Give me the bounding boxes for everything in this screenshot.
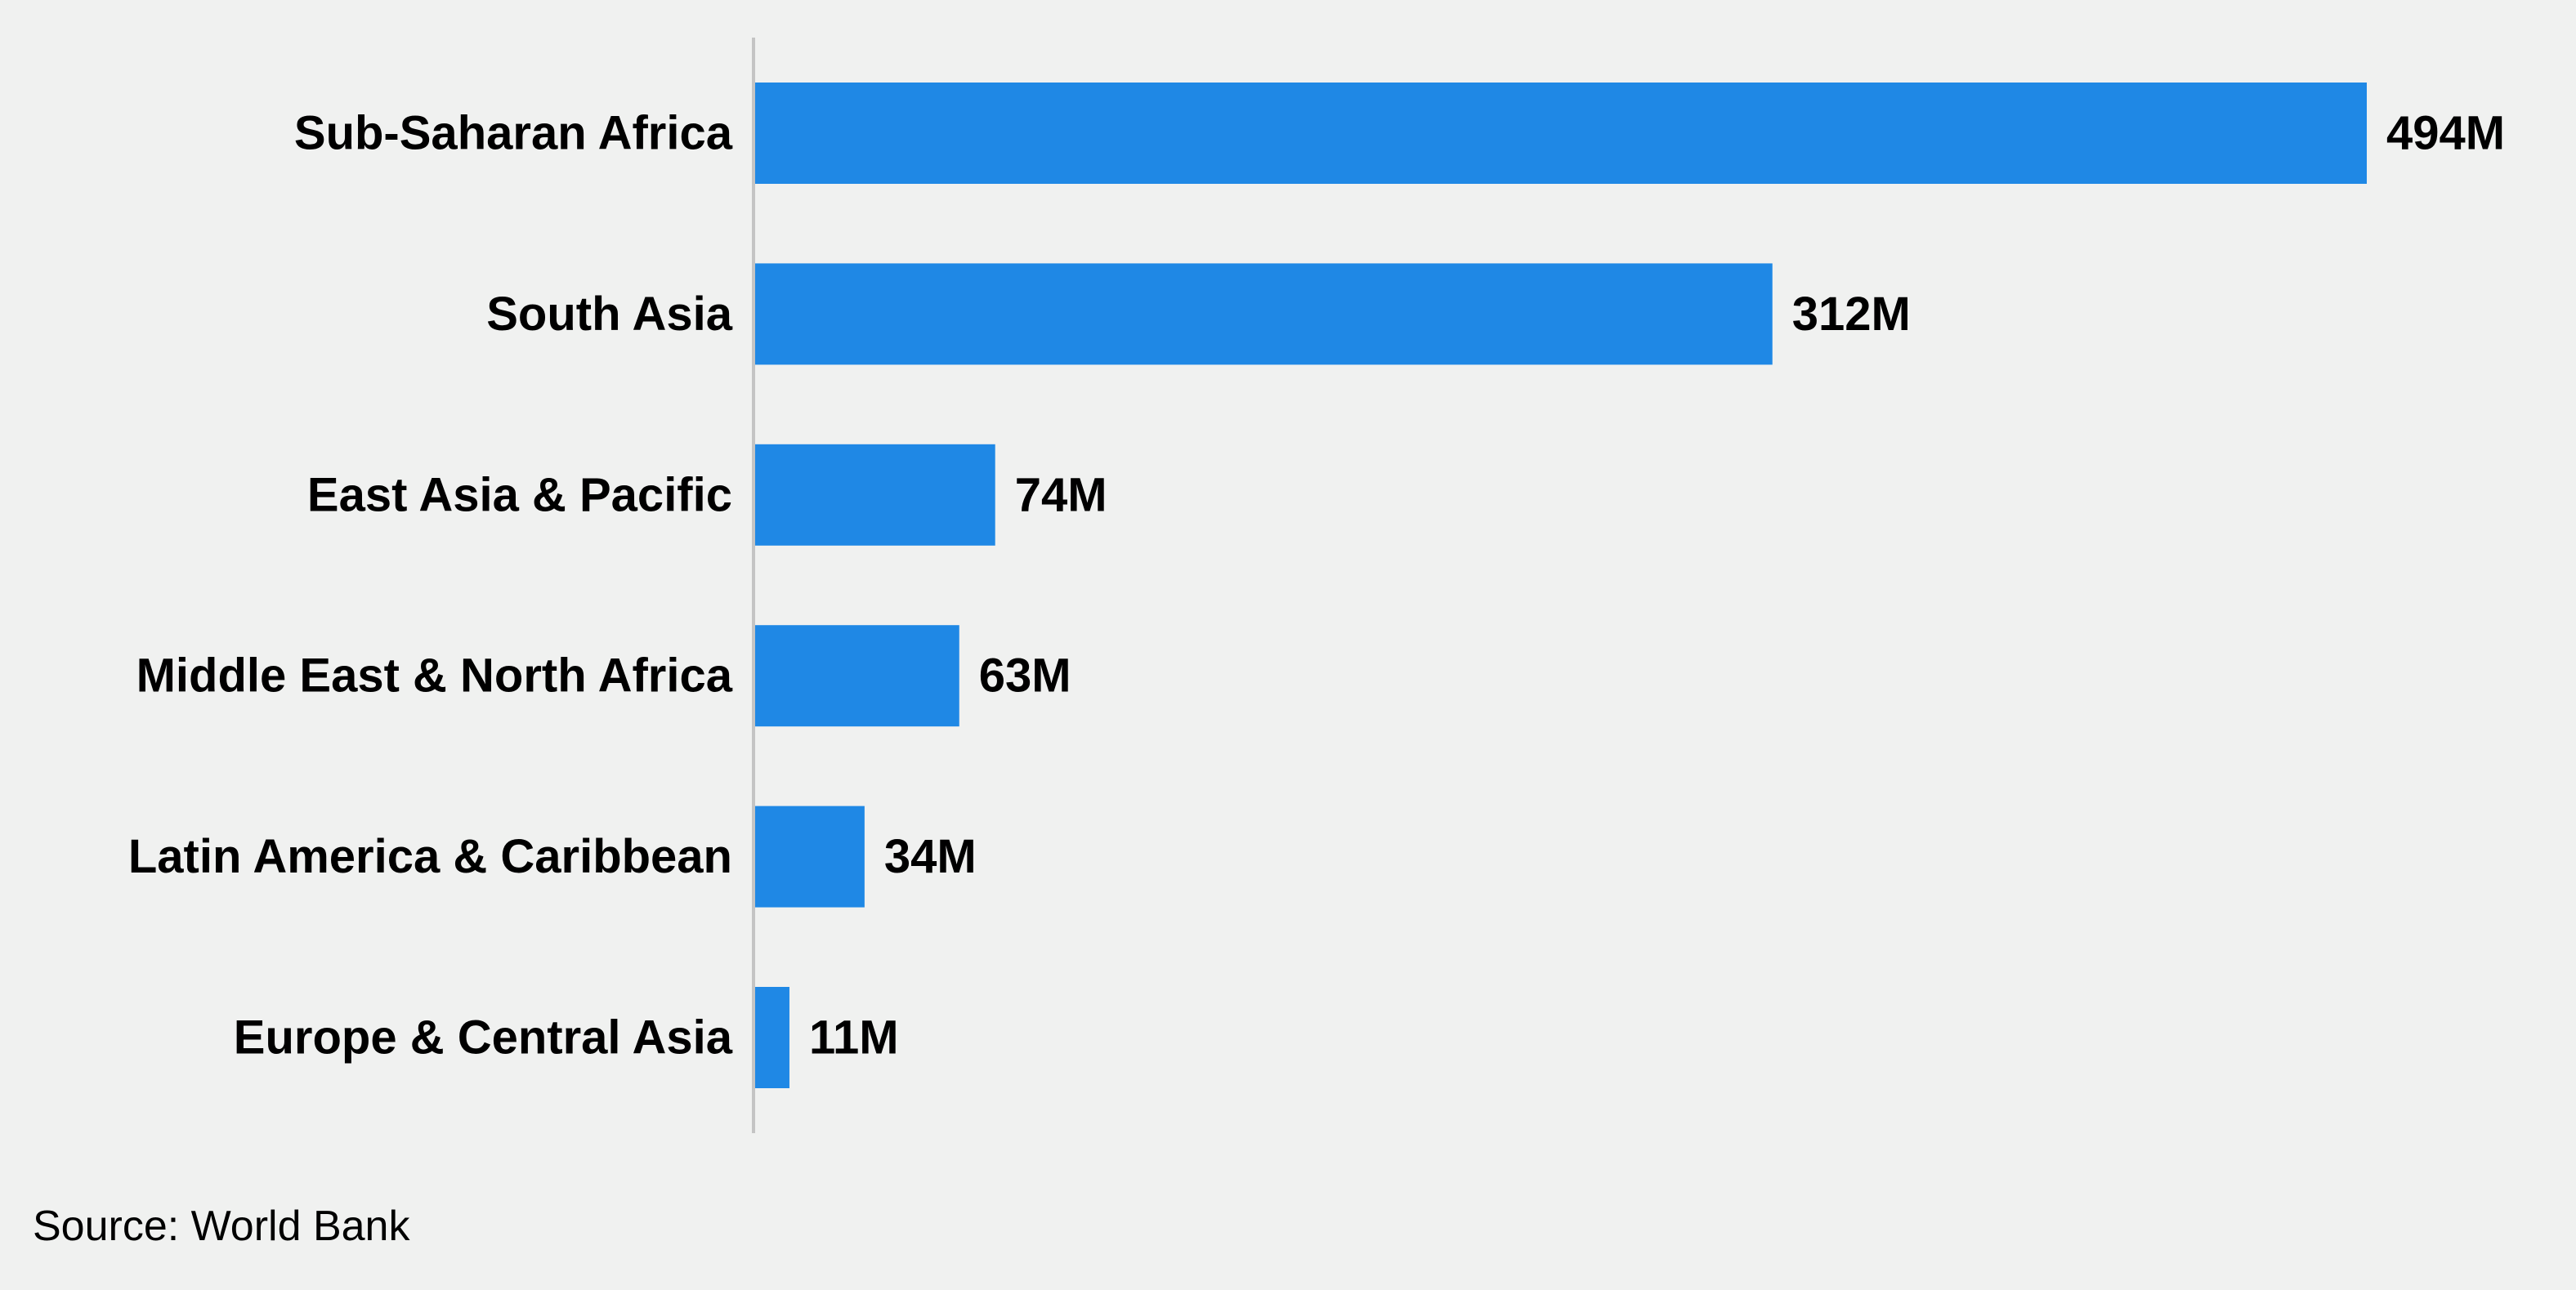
source-note: Source: World Bank: [33, 1203, 410, 1250]
category-label-south-asia: South Asia: [486, 288, 733, 341]
value-labels-layer: 494M 312M 74M 63M 34M 11M: [809, 107, 2505, 1065]
category-labels-layer: Sub-Saharan Africa South Asia East Asia & …: [128, 107, 733, 1065]
category-label-east-asia-and-pacific: East Asia & Pacific: [307, 468, 732, 521]
bar-europe-and-central-asia: [754, 987, 789, 1088]
value-label-east-asia-and-pacific: 74M: [1015, 468, 1107, 521]
bar-sub-saharan-africa: [754, 83, 2367, 184]
bar-south-asia: [754, 263, 1773, 365]
category-label-sub-saharan-africa: Sub-Saharan Africa: [294, 107, 733, 160]
bar-middle-east-and-north-africa: [754, 625, 959, 727]
bar-latin-america-and-caribbean: [754, 806, 865, 908]
value-label-sub-saharan-africa: 494M: [2386, 107, 2505, 160]
value-label-south-asia: 312M: [1792, 288, 1911, 341]
category-label-middle-east-and-north-africa: Middle East & North Africa: [136, 649, 733, 703]
value-label-middle-east-and-north-africa: 63M: [979, 649, 1071, 703]
bar-east-asia-and-pacific: [754, 444, 995, 546]
value-label-europe-and-central-asia: 11M: [809, 1011, 899, 1065]
category-label-europe-and-central-asia: Europe & Central Asia: [234, 1011, 733, 1065]
category-label-latin-america-and-caribbean: Latin America & Caribbean: [128, 830, 732, 883]
bars-layer: [754, 83, 2367, 1088]
value-label-latin-america-and-caribbean: 34M: [884, 830, 977, 883]
